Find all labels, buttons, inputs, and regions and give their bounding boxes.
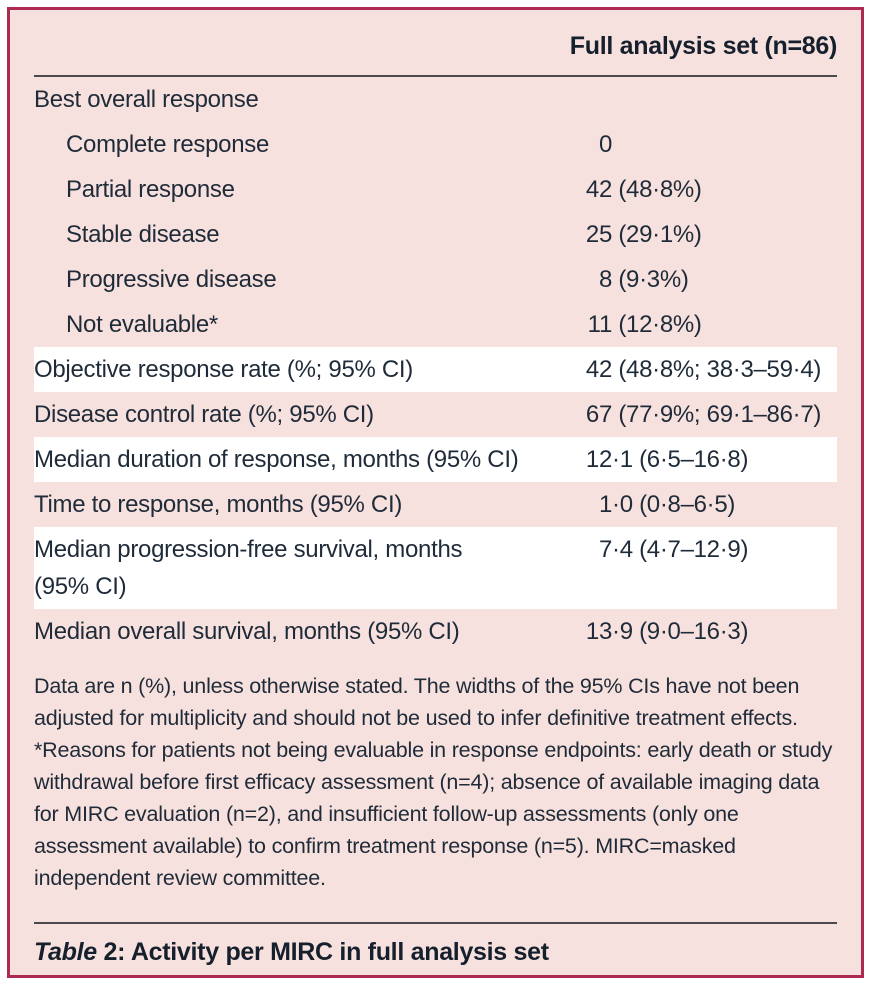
row-label: Stable disease xyxy=(66,221,220,248)
table-header-row: Full analysis set (n=86) xyxy=(34,10,837,77)
caption-table-word: Table xyxy=(34,938,97,966)
row-value: 0 xyxy=(526,126,837,163)
caption-title-text: Activity per MIRC in full analysis set xyxy=(130,938,549,966)
row-label: Median duration of response, months (95%… xyxy=(34,446,519,473)
table-row: Median overall survival, months (95% CI)… xyxy=(34,609,837,654)
table-row: Median progression-free survival, months… xyxy=(34,527,837,609)
row-value-detail: (9·3%) xyxy=(612,266,689,293)
lancet-table-panel: Full analysis set (n=86) Best overall re… xyxy=(7,7,864,978)
table-row: Best overall response xyxy=(34,77,837,122)
row-value-number: 11 xyxy=(587,311,613,338)
table-row: Not evaluable* 11 (12·8%) xyxy=(34,302,837,347)
row-label: Complete response xyxy=(66,131,270,158)
table-row: Time to response, months (95% CI) 1·0 (0… xyxy=(34,482,837,527)
row-value-detail: (48·8%; 38·3–59·4) xyxy=(612,356,822,383)
row-value-number: 25 xyxy=(585,221,612,248)
table-row: Disease control rate (%; 95% CI) 67 (77·… xyxy=(34,392,837,437)
row-value-number: 42 xyxy=(585,356,612,383)
table-caption: Table 2: Activity per MIRC in full analy… xyxy=(34,935,837,969)
table-row: Partial response 42 (48·8%) xyxy=(34,167,837,212)
caption-table-number: 2: xyxy=(103,938,126,966)
row-value-detail: ·1 (6·5–16·8) xyxy=(612,446,749,473)
row-value-detail: (77·9%; 69·1–86·7) xyxy=(612,401,822,428)
row-value-number: 7 xyxy=(598,536,612,563)
table-body: Best overall response Complete response … xyxy=(34,77,837,654)
row-value-number: 67 xyxy=(585,401,612,428)
row-label: Objective response rate (%; 95% CI) xyxy=(34,356,413,383)
row-value: 7·4 (4·7–12·9) xyxy=(526,531,837,568)
row-label: Time to response, months (95% CI) xyxy=(34,491,403,518)
row-value: 67 (77·9%; 69·1–86·7) xyxy=(526,396,837,433)
row-value-detail: (48·8%) xyxy=(612,176,702,203)
row-label: Partial response xyxy=(66,176,235,203)
table-row: Objective response rate (%; 95% CI) 42 (… xyxy=(34,347,837,392)
row-value-number: 13 xyxy=(585,618,612,645)
row-value-detail: ·9 (9·0–16·3) xyxy=(612,618,749,645)
row-value: 42 (48·8%) xyxy=(526,171,837,208)
row-label: Median overall survival, months (95% CI) xyxy=(34,618,460,645)
row-value: 8 (9·3%) xyxy=(526,261,837,298)
row-value: 25 (29·1%) xyxy=(526,216,837,253)
row-value-number: 12 xyxy=(585,446,612,473)
row-value: 12·1 (6·5–16·8) xyxy=(526,441,837,478)
row-value: 11 (12·8%) xyxy=(526,306,837,343)
table-row: Progressive disease 8 (9·3%) xyxy=(34,257,837,302)
row-value: 1·0 (0·8–6·5) xyxy=(526,486,837,523)
row-value-detail: (29·1%) xyxy=(612,221,702,248)
row-label: Not evaluable* xyxy=(66,311,218,338)
table-row: Stable disease 25 (29·1%) xyxy=(34,212,837,257)
row-value-number: 0 xyxy=(598,131,612,158)
table-row: Median duration of response, months (95%… xyxy=(34,437,837,482)
caption-divider xyxy=(34,922,837,924)
table-footnote: Data are n (%), unless otherwise stated.… xyxy=(34,674,833,890)
row-value-detail: ·0 (0·8–6·5) xyxy=(612,491,736,518)
row-value-number: 8 xyxy=(598,266,612,293)
row-label: Median progression-free survival, months… xyxy=(34,536,463,600)
row-label: Best overall response xyxy=(34,86,259,113)
row-value: 13·9 (9·0–16·3) xyxy=(526,613,837,650)
row-value-number: 1 xyxy=(598,491,612,518)
row-value-number: 42 xyxy=(585,176,612,203)
column-header-full-analysis-set: Full analysis set (n=86) xyxy=(569,32,838,60)
table-row: Complete response 0 xyxy=(34,122,837,167)
row-label: Progressive disease xyxy=(66,266,277,293)
row-value-detail: ·4 (4·7–12·9) xyxy=(612,536,749,563)
row-label: Disease control rate (%; 95% CI) xyxy=(34,401,374,428)
row-value: 42 (48·8%; 38·3–59·4) xyxy=(526,351,837,388)
row-value-detail: (12·8%) xyxy=(612,311,702,338)
